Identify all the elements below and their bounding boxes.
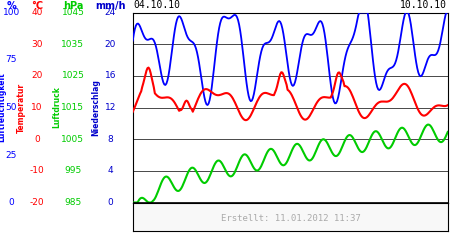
Text: -10: -10 <box>30 166 44 175</box>
Text: 100: 100 <box>3 8 20 17</box>
Text: Luftdruck: Luftdruck <box>52 86 61 128</box>
Text: hPa: hPa <box>63 1 83 11</box>
Text: 8: 8 <box>108 135 113 144</box>
Text: 25: 25 <box>5 150 17 160</box>
Text: °C: °C <box>31 1 43 11</box>
Text: 1015: 1015 <box>61 103 85 112</box>
Text: 1035: 1035 <box>61 40 85 49</box>
Text: Temperatur: Temperatur <box>17 82 26 132</box>
Text: 0: 0 <box>34 135 40 144</box>
Text: 985: 985 <box>64 198 81 207</box>
Text: 10.10.10: 10.10.10 <box>400 0 447 10</box>
Text: %: % <box>6 1 16 11</box>
Text: 16: 16 <box>104 71 116 80</box>
Text: Niederschlag: Niederschlag <box>91 79 100 136</box>
Text: 12: 12 <box>104 103 116 112</box>
Text: Erstellt: 11.01.2012 11:37: Erstellt: 11.01.2012 11:37 <box>221 214 361 223</box>
Text: 20: 20 <box>104 40 116 49</box>
Text: 20: 20 <box>31 71 43 80</box>
Text: 50: 50 <box>5 103 17 112</box>
Text: 1045: 1045 <box>62 8 84 17</box>
Text: -20: -20 <box>30 198 44 207</box>
Text: 30: 30 <box>31 40 43 49</box>
Text: 1025: 1025 <box>62 71 84 80</box>
Text: 995: 995 <box>64 166 81 175</box>
Text: 1005: 1005 <box>61 135 85 144</box>
Text: mm/h: mm/h <box>95 1 126 11</box>
Text: 0: 0 <box>9 198 14 207</box>
Text: 24: 24 <box>104 8 116 17</box>
Text: 04.10.10: 04.10.10 <box>133 0 180 10</box>
Text: 75: 75 <box>5 56 17 64</box>
Text: Luftfeuchtigkeit: Luftfeuchtigkeit <box>0 72 6 142</box>
Text: 0: 0 <box>108 198 113 207</box>
Text: 40: 40 <box>31 8 43 17</box>
Text: 10: 10 <box>31 103 43 112</box>
Text: 4: 4 <box>108 166 113 175</box>
